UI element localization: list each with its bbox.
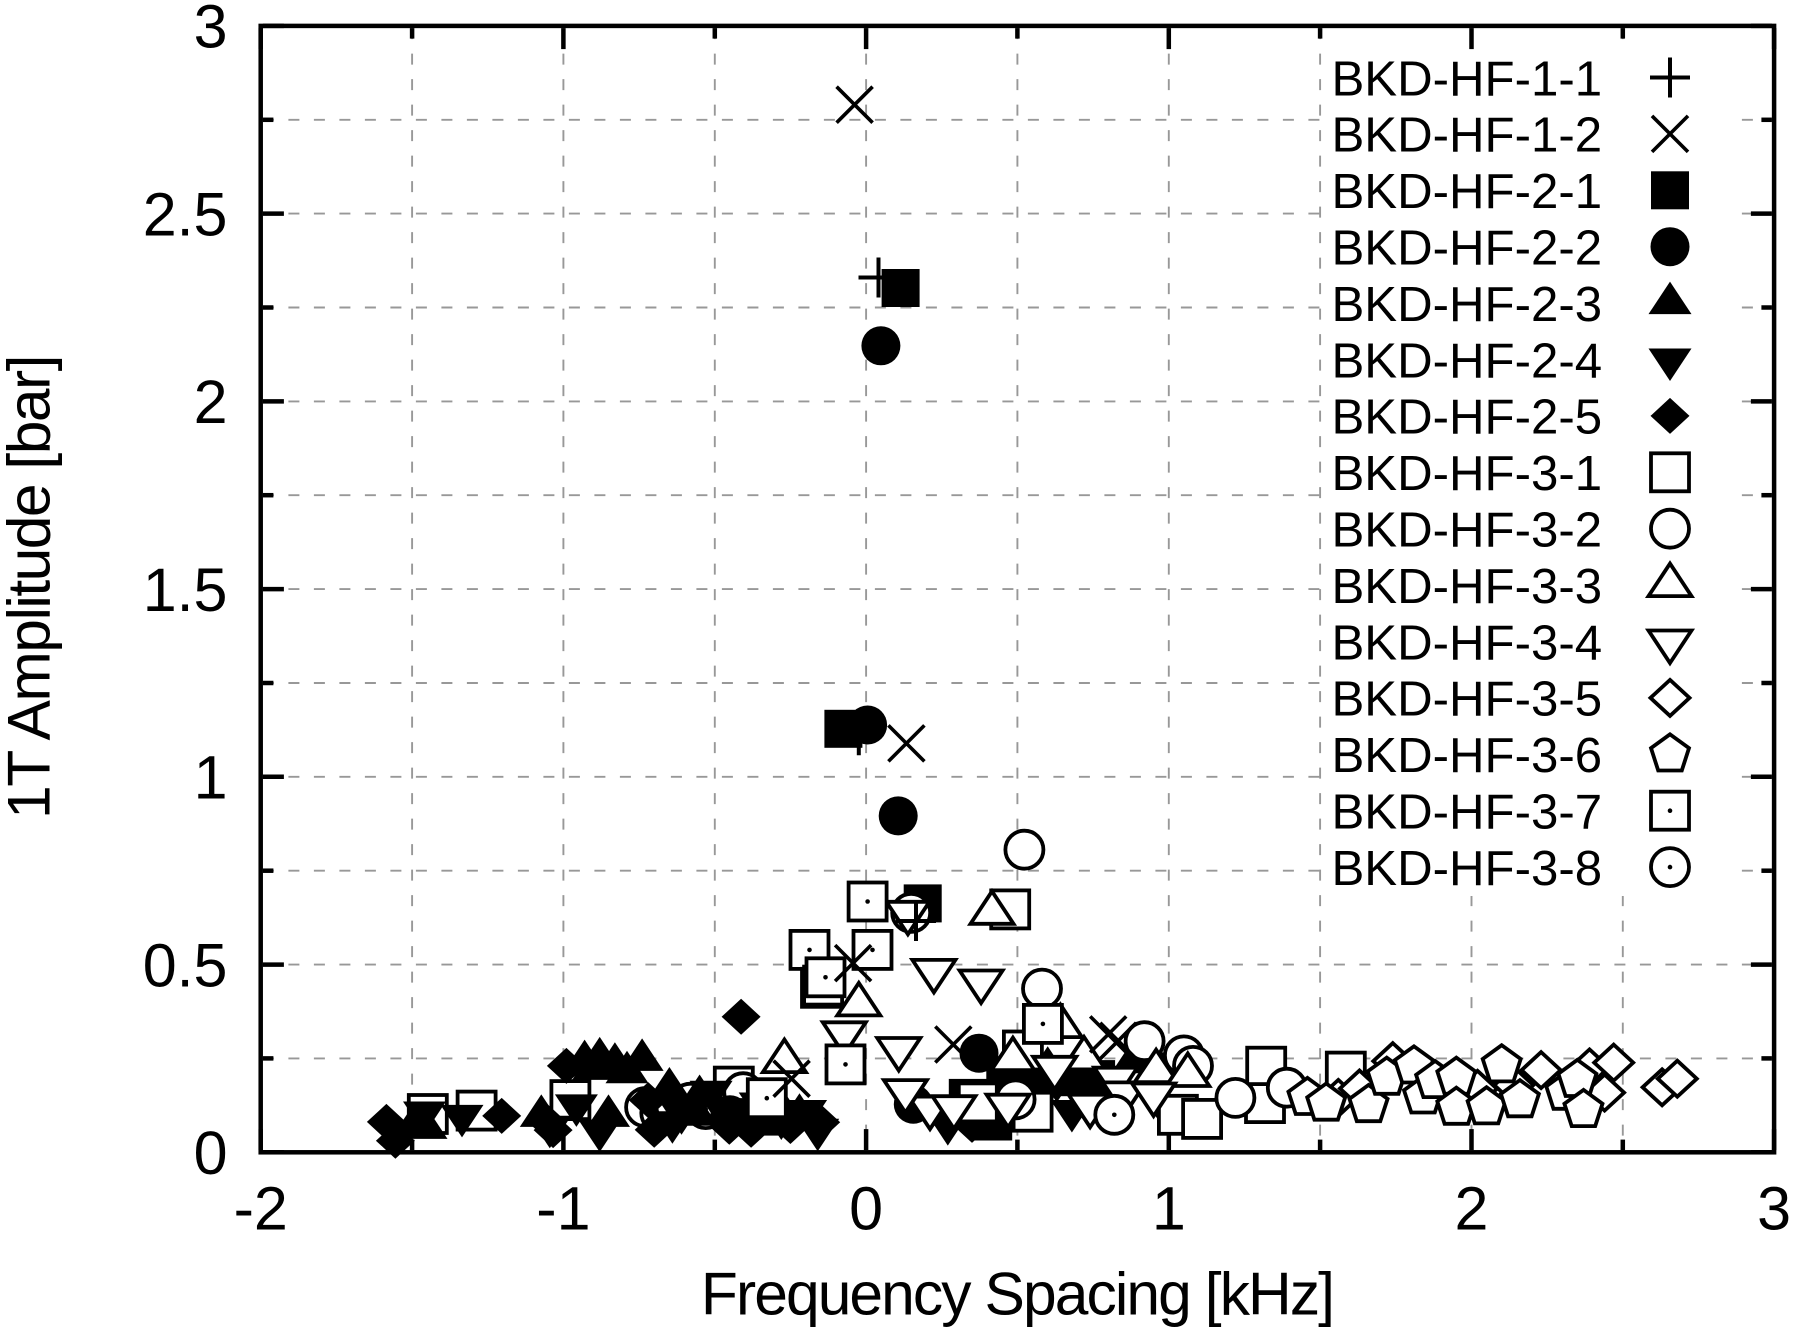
svg-text:BKD-HF-1-1: BKD-HF-1-1 (1332, 51, 1603, 106)
svg-text:BKD-HF-3-1: BKD-HF-3-1 (1332, 446, 1603, 501)
svg-text:BKD-HF-2-3: BKD-HF-2-3 (1332, 277, 1603, 332)
svg-text:BKD-HF-3-3: BKD-HF-3-3 (1332, 559, 1603, 614)
svg-text:BKD-HF-2-1: BKD-HF-2-1 (1332, 164, 1603, 219)
svg-text:3: 3 (1757, 1175, 1791, 1243)
svg-text:BKD-HF-2-2: BKD-HF-2-2 (1332, 221, 1603, 276)
svg-text:BKD-HF-1-2: BKD-HF-1-2 (1332, 108, 1603, 163)
svg-text:BKD-HF-3-4: BKD-HF-3-4 (1332, 615, 1603, 670)
svg-text:2: 2 (194, 368, 228, 436)
svg-text:1T Amplitude [bar]: 1T Amplitude [bar] (0, 356, 63, 819)
svg-text:BKD-HF-3-8: BKD-HF-3-8 (1332, 841, 1603, 896)
svg-text:0: 0 (194, 1119, 228, 1187)
svg-text:BKD-HF-3-5: BKD-HF-3-5 (1332, 672, 1603, 727)
svg-text:0.5: 0.5 (143, 931, 228, 999)
svg-text:BKD-HF-3-2: BKD-HF-3-2 (1332, 503, 1603, 558)
svg-text:3: 3 (194, 0, 228, 61)
svg-text:1: 1 (1152, 1175, 1186, 1243)
svg-text:1: 1 (194, 744, 228, 812)
svg-text:-2: -2 (234, 1175, 288, 1243)
svg-text:-1: -1 (536, 1175, 590, 1243)
svg-text:2.5: 2.5 (143, 180, 228, 248)
svg-text:Frequency Spacing [kHz]: Frequency Spacing [kHz] (701, 1260, 1333, 1328)
svg-text:1.5: 1.5 (143, 556, 228, 624)
svg-text:BKD-HF-2-5: BKD-HF-2-5 (1332, 390, 1603, 445)
svg-text:BKD-HF-3-6: BKD-HF-3-6 (1332, 728, 1603, 783)
svg-text:BKD-HF-2-4: BKD-HF-2-4 (1332, 333, 1603, 388)
svg-text:2: 2 (1455, 1175, 1489, 1243)
svg-text:0: 0 (849, 1175, 883, 1243)
svg-text:BKD-HF-3-7: BKD-HF-3-7 (1332, 785, 1603, 840)
